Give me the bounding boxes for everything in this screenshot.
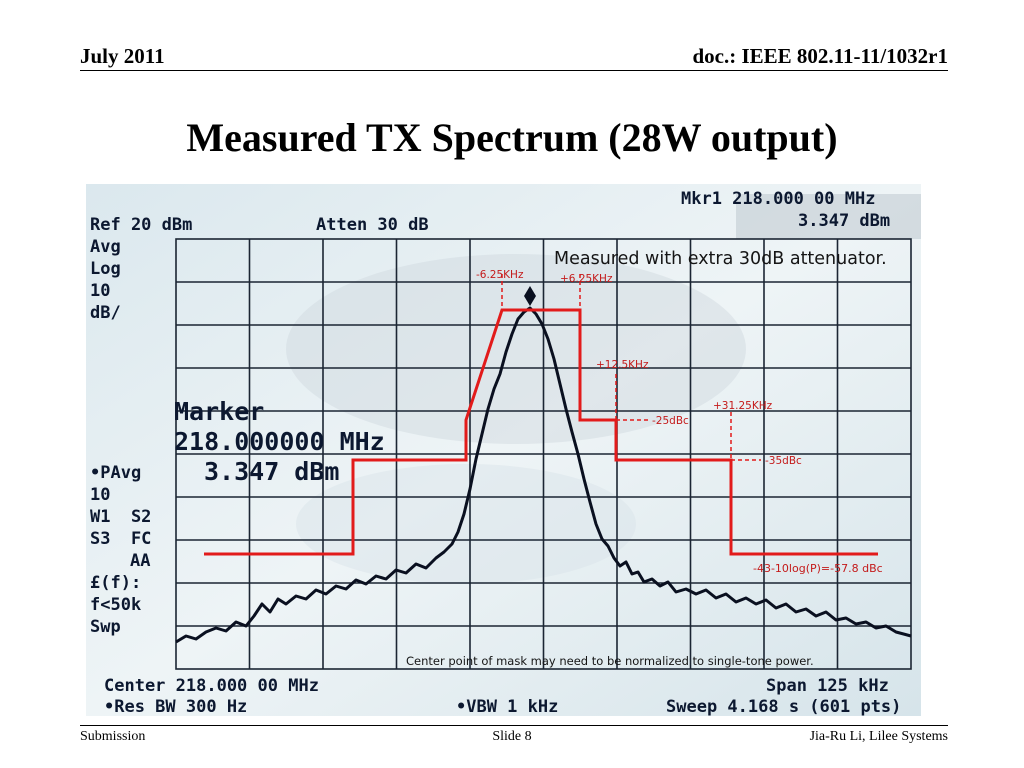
footer-author: Jia-Ru Li, Lilee Systems xyxy=(809,729,948,744)
header-rule xyxy=(80,70,948,71)
log-label: Log xyxy=(90,259,121,279)
mkr1-value: 3.347 dBm xyxy=(798,211,890,231)
screen-glare xyxy=(286,254,746,444)
ref-level: Ref 20 dBm xyxy=(90,215,192,235)
screen-glare xyxy=(736,194,921,239)
screen-background xyxy=(86,184,921,716)
annotation-headline: Measured with extra 30dB attenuator. xyxy=(554,249,887,269)
scale-unit: dB/ xyxy=(90,303,121,323)
side-label: AA xyxy=(130,551,150,571)
span: Span 125 kHz xyxy=(766,676,889,696)
marker-label: Marker xyxy=(174,397,264,426)
attenuation: Atten 30 dB xyxy=(316,215,429,235)
side-label: S3 FC xyxy=(90,529,151,549)
annotation-minus-6-25khz: -6.25KHz xyxy=(476,269,524,281)
screen-glare xyxy=(296,464,636,584)
annotation-floor-level: -43-10log(P)=-57.8 dBc xyxy=(753,562,883,575)
footer-rule xyxy=(80,725,948,726)
center-frequency: Center 218.000 00 MHz xyxy=(104,676,319,696)
spectrum-analyzer-screen: Mkr1 218.000 00 MHz 3.347 dBm Ref 20 dBm… xyxy=(86,184,921,716)
mkr1-label: Mkr1 218.000 00 MHz xyxy=(681,189,875,209)
annotation-35dbc: -35dBc xyxy=(765,455,802,467)
side-label: Swp xyxy=(90,617,121,637)
graticule xyxy=(175,238,912,670)
header-date: July 2011 xyxy=(80,44,165,68)
sweep-time: Sweep 4.168 s (601 pts) xyxy=(666,697,901,716)
side-label: •PAvg xyxy=(90,463,141,483)
marker-level: 3.347 dBm xyxy=(204,457,339,486)
header-doc-id: doc.: IEEE 802.11-11/1032r1 xyxy=(692,44,948,68)
marker-frequency: 218.000000 MHz xyxy=(174,427,385,456)
slide-title: Measured TX Spectrum (28W output) xyxy=(186,115,838,160)
annotation-note: Center point of mask may need to be norm… xyxy=(406,654,814,668)
annotation-plus-6-25khz: +6.25KHz xyxy=(560,273,613,285)
spectrum-trace xyxy=(175,306,912,644)
side-label: f<50k xyxy=(90,595,141,615)
spectrum-analyzer-photo: Mkr1 218.000 00 MHz 3.347 dBm Ref 20 dBm… xyxy=(86,184,921,716)
video-bandwidth: •VBW 1 kHz xyxy=(456,697,558,716)
scale-value: 10 xyxy=(90,281,110,301)
footer-slide-number: Slide 8 xyxy=(492,729,532,744)
side-label: 10 xyxy=(90,485,110,505)
annotation-plus-12-5khz: +12.5KHz xyxy=(596,359,649,371)
annotation-25dbc: -25dBc xyxy=(652,415,689,427)
side-label: £(f): xyxy=(90,573,141,593)
footer-submission: Submission xyxy=(80,729,146,744)
marker-diamond xyxy=(524,286,536,306)
mask-guides xyxy=(501,274,761,461)
avg-label: Avg xyxy=(90,237,121,257)
annotation-plus-31-25khz: +31.25KHz xyxy=(713,400,773,412)
side-label: W1 S2 xyxy=(90,507,151,527)
resolution-bandwidth: •Res BW 300 Hz xyxy=(104,697,247,716)
